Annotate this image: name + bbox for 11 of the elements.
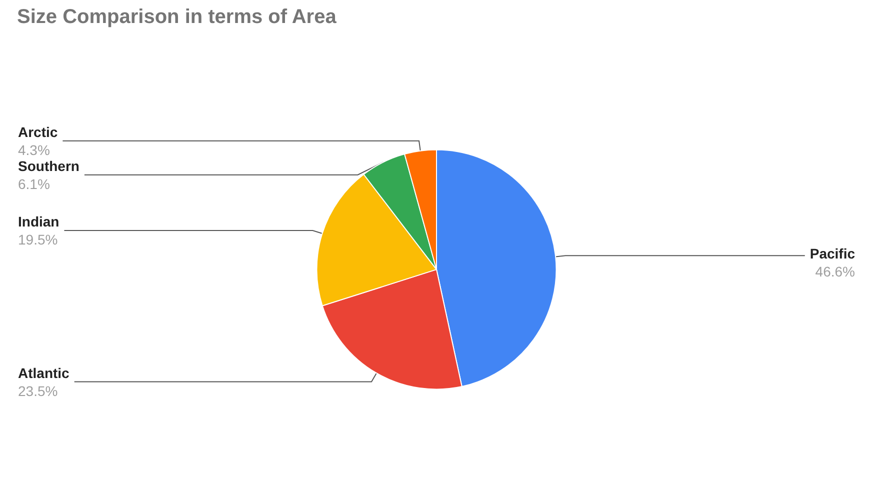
- slice-label: Indian: [18, 214, 60, 230]
- data-label: 4.3%: [18, 142, 50, 158]
- slice-label: Atlantic: [18, 364, 70, 381]
- data-label: 19.5%: [18, 232, 58, 248]
- data-label: 23.5%: [18, 382, 58, 399]
- chart-title: Size Comparison in terms of Area: [17, 6, 338, 28]
- slice-label: Southern: [18, 158, 80, 174]
- data-label: 6.1%: [18, 176, 50, 192]
- slice-label: Pacific: [810, 246, 856, 262]
- slice-label: Arctic: [18, 124, 58, 140]
- data-label: 46.6%: [815, 264, 855, 280]
